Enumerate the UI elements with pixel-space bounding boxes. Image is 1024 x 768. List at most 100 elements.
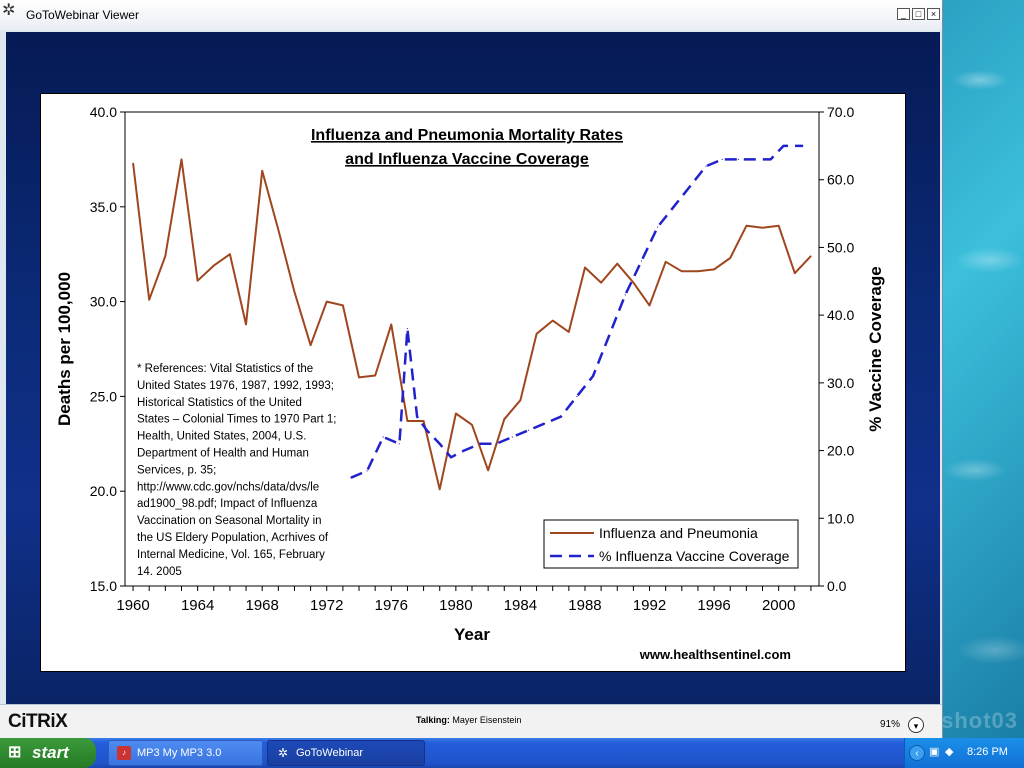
network-icon[interactable]: ▣	[929, 746, 940, 758]
influenza-point	[148, 299, 150, 301]
influenza-point	[503, 418, 505, 420]
vaccine-point	[640, 260, 643, 262]
mp3-app-icon: ♪	[117, 746, 131, 760]
y-tick-label: 30.0	[90, 294, 117, 310]
influenza-point	[164, 255, 166, 257]
influenza-point	[584, 266, 586, 269]
influenza-point	[180, 158, 183, 160]
influenza-point	[632, 282, 634, 284]
vaccine-point	[544, 422, 546, 425]
gotowebinar-icon: ✲	[2, 2, 16, 19]
y2-tick-label: 30.0	[827, 375, 854, 391]
y2-tick-label: 50.0	[827, 239, 854, 255]
vaccine-point	[366, 470, 368, 472]
title-bar[interactable]: ✲ GoToWebinar Viewer _ □ ×	[0, 0, 942, 30]
x-tick-label: 1992	[633, 597, 666, 614]
vaccine-point	[560, 416, 562, 418]
x-tick-label: 1964	[181, 597, 214, 614]
influenza-point	[358, 376, 360, 379]
taskbar-item-mp3[interactable]: ♪ MP3 My MP3 3.0	[108, 740, 263, 766]
influenza-point	[778, 225, 780, 227]
y2-tick-label: 20.0	[827, 443, 854, 459]
vaccine-point	[608, 334, 610, 337]
start-label: start	[32, 743, 69, 762]
vaccine-point	[406, 328, 409, 330]
talking-indicator: Talking: Mayer Eisenstein	[416, 715, 521, 725]
x-tick-label: 2000	[762, 597, 795, 614]
influenza-point	[229, 253, 231, 255]
clock: 8:26 PM	[967, 746, 1008, 758]
y2-axis-label: % Vaccine Coverage	[866, 266, 885, 431]
influenza-point	[310, 344, 312, 346]
vaccine-point	[439, 443, 441, 445]
influenza-point	[681, 270, 683, 272]
y2-tick-label: 40.0	[827, 307, 854, 323]
influenza-point	[245, 323, 247, 325]
x-axis-label: Year	[454, 625, 490, 644]
influenza-point	[471, 424, 473, 426]
gotowebinar-window: ✲ GoToWebinar Viewer _ □ × 15.0 20.0 25.0 3…	[0, 0, 943, 739]
window-title: GoToWebinar Viewer	[26, 8, 139, 22]
influenza-point	[406, 420, 409, 422]
desktop-watermark: shot03	[941, 708, 1018, 733]
influenza-point	[213, 264, 215, 267]
influenza-point	[568, 331, 570, 333]
x-tick-label: 1988	[568, 597, 601, 614]
vaccine-point	[592, 375, 594, 377]
close-button[interactable]: ×	[927, 8, 940, 20]
influenza-point	[374, 374, 376, 377]
influenza-point	[535, 333, 538, 335]
x-tick-label: 1960	[116, 597, 149, 614]
website-label: www.healthsentinel.com	[639, 647, 791, 662]
chart-title-line: Influenza and Pneumonia Mortality Rates	[311, 127, 623, 144]
zoom-dropdown-button[interactable]: ▾	[908, 717, 924, 733]
y-tick-label: 15.0	[90, 578, 117, 594]
taskbar-item-gotowebinar[interactable]: ✲ GoToWebinar	[267, 740, 425, 766]
influenza-point	[761, 227, 764, 229]
influenza-point	[326, 301, 328, 303]
y2-tick-label: 70.0	[827, 104, 854, 120]
influenza-point	[729, 257, 731, 259]
vaccine-point	[350, 477, 352, 479]
vaccine-point	[753, 158, 756, 160]
influenza-point	[810, 255, 812, 257]
security-shield-icon[interactable]: ◆	[945, 746, 954, 758]
influenza-point	[552, 319, 554, 322]
maximize-button[interactable]: □	[912, 8, 925, 20]
references-annotation: * References: Vital Statistics of the Uni…	[137, 363, 336, 578]
minimize-button[interactable]: _	[897, 8, 910, 20]
legend-label-influenza: Influenza and Pneumonia	[599, 525, 758, 541]
talking-name: Mayer Eisenstein	[452, 715, 522, 725]
series-vaccine-line	[350, 144, 803, 479]
y2-tick-label: 10.0	[827, 510, 854, 526]
vaccine-point	[511, 436, 513, 438]
y-tick-label: 20.0	[90, 483, 117, 499]
influenza-point	[293, 291, 296, 293]
y-tick-label: 35.0	[90, 199, 117, 215]
start-button[interactable]: ⊞ start	[0, 738, 96, 768]
influenza-point	[745, 225, 747, 227]
x-tick-label: 1968	[245, 597, 278, 614]
status-bar: CiTRiX Talking: Mayer Eisenstein 91% ▾	[0, 704, 942, 739]
influenza-point	[487, 469, 489, 471]
influenza-point	[132, 162, 134, 164]
vaccine-point	[416, 416, 418, 418]
vaccine-point	[689, 185, 691, 188]
influenza-point	[422, 420, 425, 422]
vaccine-point	[721, 158, 723, 160]
show-hidden-icons-button[interactable]: ‹	[909, 745, 925, 761]
taskbar-item-label: GoToWebinar	[296, 747, 364, 759]
influenza-point	[277, 228, 279, 231]
vaccine-point	[479, 443, 481, 445]
windows-flag-icon: ⊞	[8, 744, 22, 761]
influenza-point	[794, 272, 796, 274]
talking-label: Talking:	[416, 715, 450, 725]
system-tray: ‹ ▣ ◆ 8:26 PM	[904, 738, 1024, 768]
influenza-point	[648, 304, 651, 306]
influenza-point	[616, 263, 618, 265]
gotowebinar-icon: ✲	[277, 746, 289, 760]
influenza-point	[697, 270, 699, 272]
x-tick-label: 1980	[439, 597, 472, 614]
y2-tick-label: 60.0	[827, 172, 854, 188]
influenza-point	[455, 412, 457, 415]
